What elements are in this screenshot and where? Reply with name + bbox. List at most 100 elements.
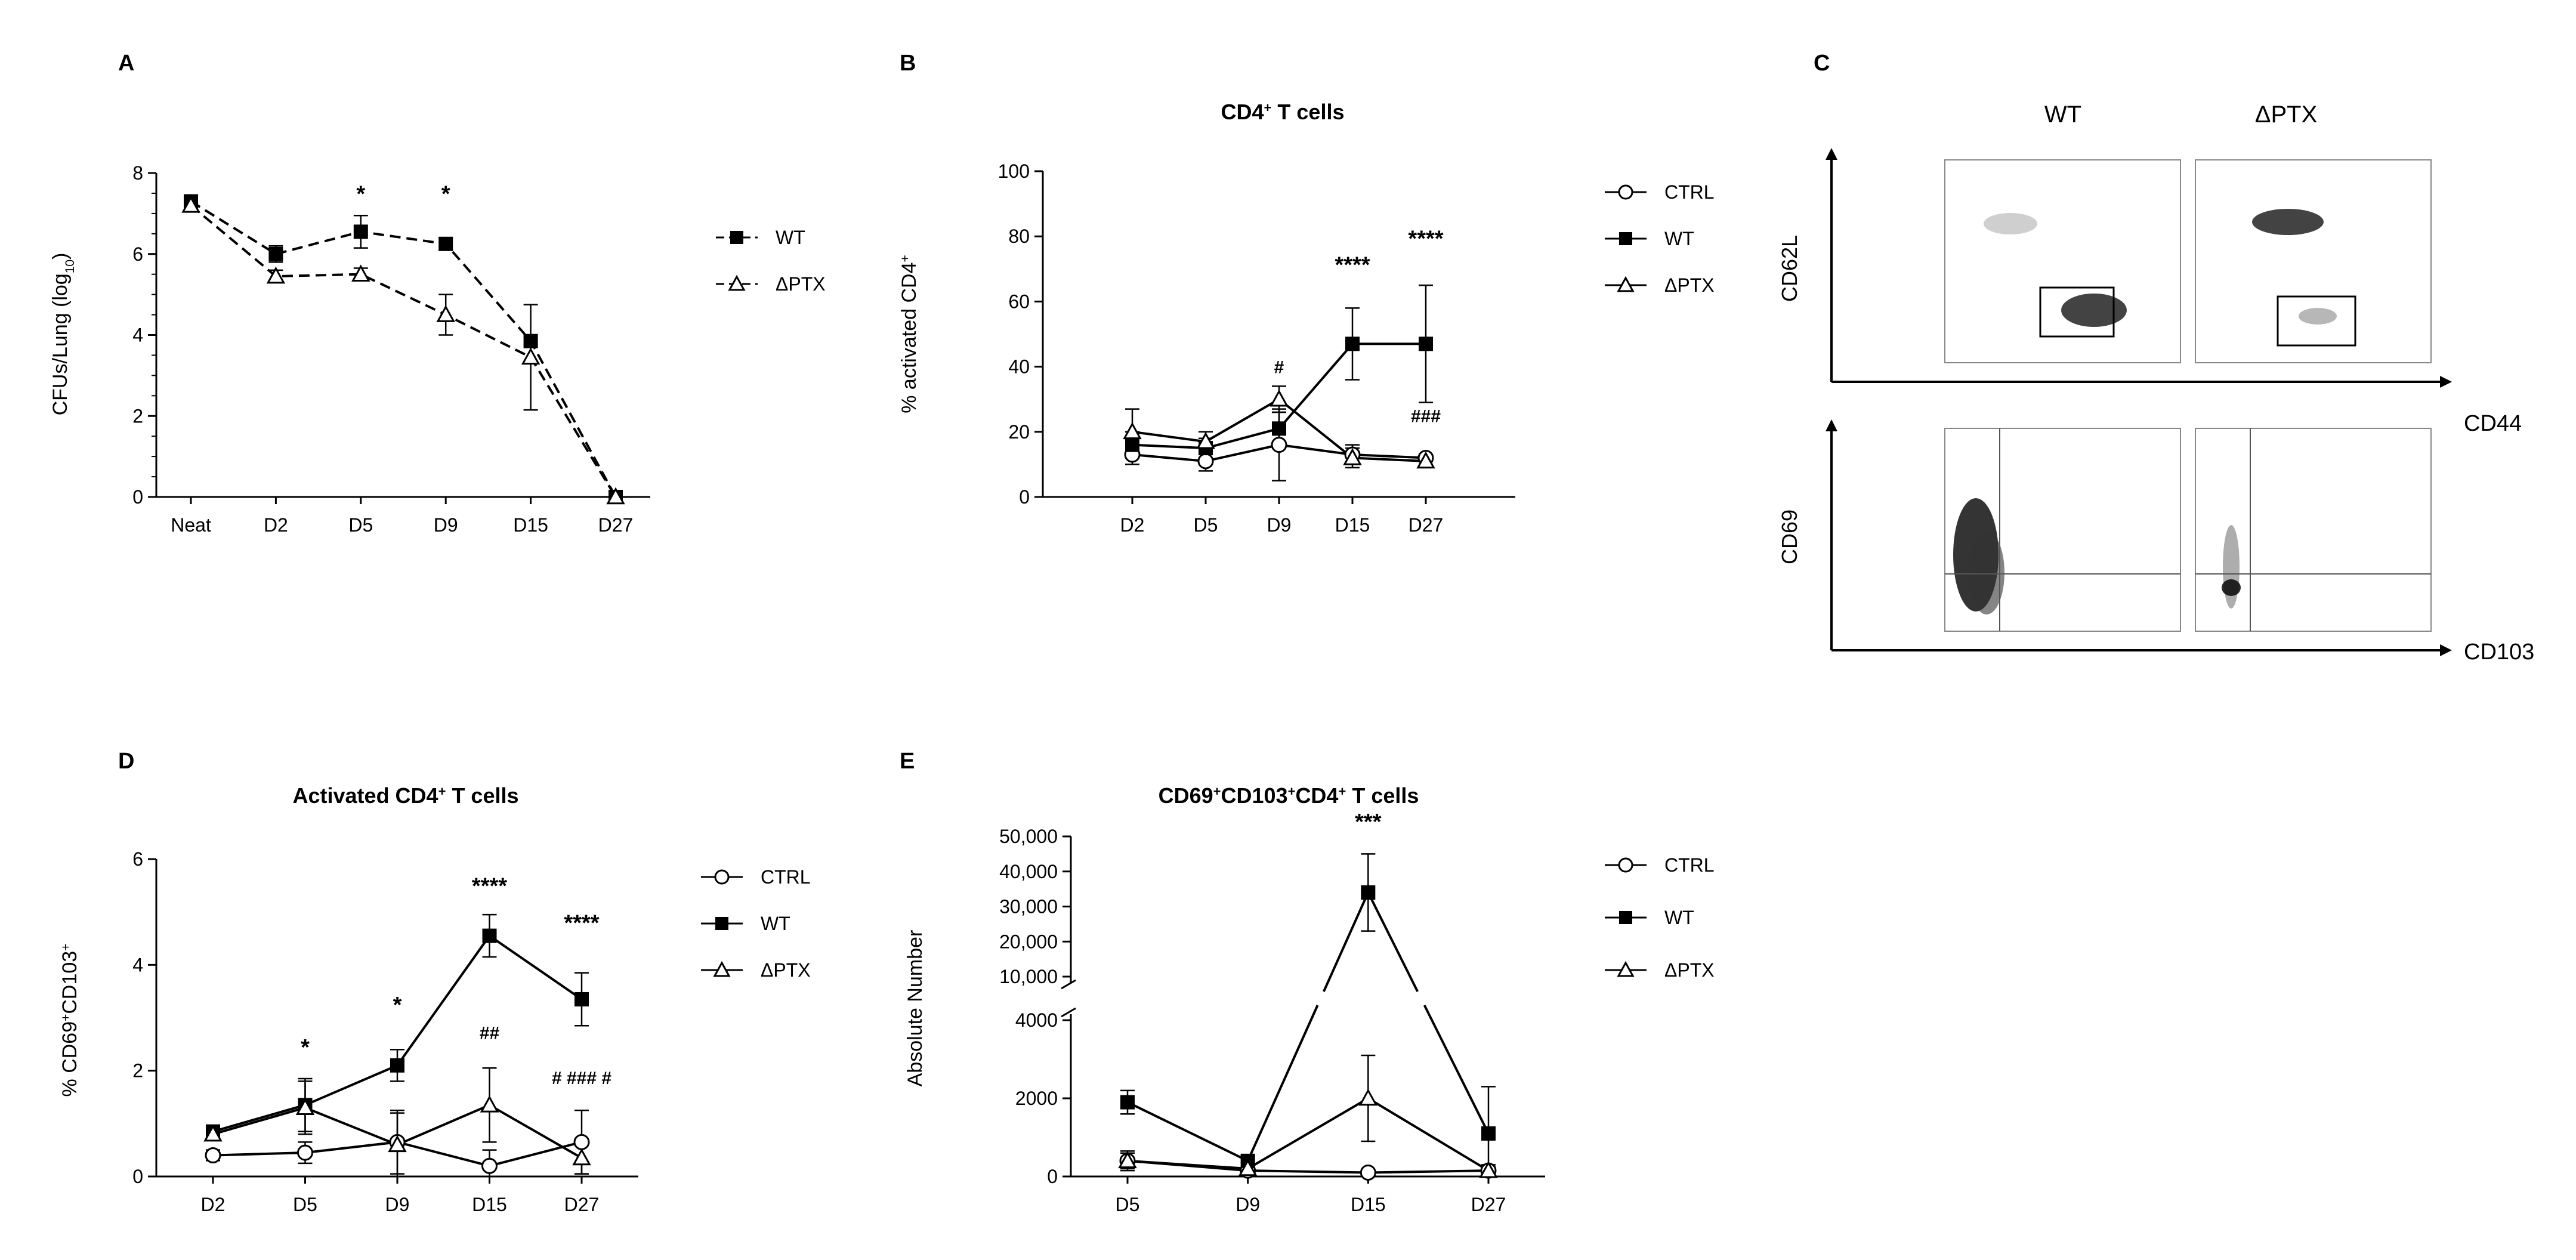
flow-population <box>1969 531 2004 614</box>
chart-title-part: T cells <box>1271 100 1344 124</box>
x-tick-label: D27 <box>564 1194 600 1215</box>
data-point-triangle <box>713 961 731 977</box>
data-point-triangle <box>521 347 540 365</box>
significance-annotation: **** <box>564 911 599 936</box>
data-point-circle <box>1197 453 1214 470</box>
y-tick-label: 2000 <box>1015 1088 1058 1109</box>
x-tick-label: D9 <box>1267 514 1292 536</box>
flow-plot-top-wt <box>1944 159 2181 363</box>
flow-population <box>2299 308 2337 325</box>
chart-title-part: CD4 <box>1221 100 1264 124</box>
data-point-square <box>353 224 368 239</box>
y-tick-label: 80 <box>1008 226 1030 247</box>
data-point-triangle <box>436 305 455 322</box>
flow-gate <box>2039 286 2115 338</box>
legend-label: ΔPTX <box>761 959 811 981</box>
series-line <box>1323 892 1370 992</box>
y-tick-label: 4000 <box>1015 1009 1058 1031</box>
data-point-square <box>268 246 283 261</box>
data-point-square <box>482 928 497 943</box>
data-point-circle <box>1618 184 1633 200</box>
x-tick-label: D5 <box>348 514 373 536</box>
data-point-triangle <box>388 1135 407 1153</box>
legend-label: ΔPTX <box>776 273 826 295</box>
y-tick-label: 6 <box>132 848 143 870</box>
data-point-square <box>1361 885 1376 900</box>
arrowhead-icon <box>2440 644 2452 656</box>
x-tick-label: D27 <box>1471 1194 1506 1215</box>
y-axis-label-part: % CD69 <box>58 1021 81 1097</box>
legend-label: ΔPTX <box>1664 274 1715 296</box>
x-tick-label: D9 <box>1236 1194 1260 1215</box>
y-axis-label-part: CFUs/Lung (log <box>49 273 72 415</box>
y-axis-label-part: 10 <box>63 260 77 273</box>
chart-title-part: CD103 <box>1221 783 1288 808</box>
chart-title-part: T cells <box>1346 783 1419 808</box>
data-point-square <box>1481 1126 1496 1141</box>
significance-annotation: * <box>441 182 450 207</box>
data-point-square <box>1120 1095 1135 1110</box>
data-point-square <box>1419 336 1433 351</box>
y-tick-label: 30,000 <box>999 896 1058 918</box>
data-point-triangle <box>1416 451 1435 469</box>
y-axis-label-part: + <box>59 944 73 951</box>
data-point-square <box>1619 232 1632 245</box>
chart-title: Activated CD4+ T cells <box>293 783 519 808</box>
y-axis-label: % CD69+CD103+ <box>58 944 81 1097</box>
data-point-square <box>574 992 589 1006</box>
significance-annotation: **** <box>472 874 507 899</box>
flow-population <box>2252 209 2324 235</box>
data-point-circle <box>1618 857 1633 873</box>
significance-annotation: **** <box>1408 227 1443 252</box>
data-point-triangle <box>480 1095 499 1113</box>
chart-title-part: + <box>438 784 446 799</box>
series-line <box>190 200 617 498</box>
data-point-triangle <box>1479 1160 1498 1178</box>
series-line <box>212 934 583 1133</box>
y-tick-label: 40 <box>1008 356 1030 378</box>
data-point-square <box>438 236 453 251</box>
panel-label-b: B <box>900 51 916 76</box>
significance-annotation: # ### # <box>552 1068 611 1088</box>
significance-annotation: # <box>1274 358 1284 378</box>
arrowhead-icon <box>1826 148 1837 160</box>
series-line <box>1247 1097 1369 1170</box>
flow-bottom-y-label: CD69 <box>1777 509 1802 564</box>
flow-top-y-label: CD62L <box>1777 235 1802 302</box>
data-point-circle <box>481 1157 498 1174</box>
chart-title: CD4+ T cells <box>1221 100 1345 124</box>
data-point-square <box>715 917 728 930</box>
series-line <box>1246 1005 1319 1162</box>
y-tick-label: 0 <box>1047 1166 1058 1187</box>
y-axis-label-part: + <box>898 255 912 262</box>
legend-label: WT <box>761 913 790 934</box>
y-tick-label: 20,000 <box>999 931 1058 952</box>
x-tick-label: D27 <box>1409 514 1444 536</box>
chart-title-part: + <box>1213 784 1221 799</box>
data-point-triangle <box>1123 422 1142 440</box>
data-point-triangle <box>351 264 370 282</box>
chart-title-part: Activated CD4 <box>293 783 438 808</box>
data-point-triangle <box>1238 1159 1258 1176</box>
data-point-triangle <box>1358 1088 1378 1106</box>
y-tick-label: 20 <box>1008 421 1030 443</box>
x-tick-label: D9 <box>434 514 458 536</box>
flow-top-x-label: CD44 <box>2464 411 2522 436</box>
chart-d: 0 2 4 6 D2 D5 D9 D15 D27 * * ## **** **** # ### # Activ… <box>58 783 811 1215</box>
legend-label: CTRL <box>1664 181 1715 203</box>
data-point-square <box>1272 421 1286 436</box>
panel-label-e: E <box>900 749 915 774</box>
x-tick-label: D9 <box>385 1194 410 1215</box>
data-point-square <box>390 1058 404 1073</box>
flow-population <box>1984 213 2037 234</box>
y-axis-label-part: + <box>59 1014 73 1021</box>
flow-gate <box>2277 295 2356 347</box>
y-axis-label-part: % activated CD4 <box>898 262 921 413</box>
panel-label-d: D <box>118 749 134 774</box>
series-line <box>1127 1101 1249 1162</box>
y-tick-label: 6 <box>132 243 143 265</box>
panel-label-c: C <box>1814 51 1830 76</box>
data-point-triangle <box>1196 431 1215 449</box>
legend-label: ΔPTX <box>1664 959 1715 981</box>
data-point-square <box>1345 336 1360 351</box>
